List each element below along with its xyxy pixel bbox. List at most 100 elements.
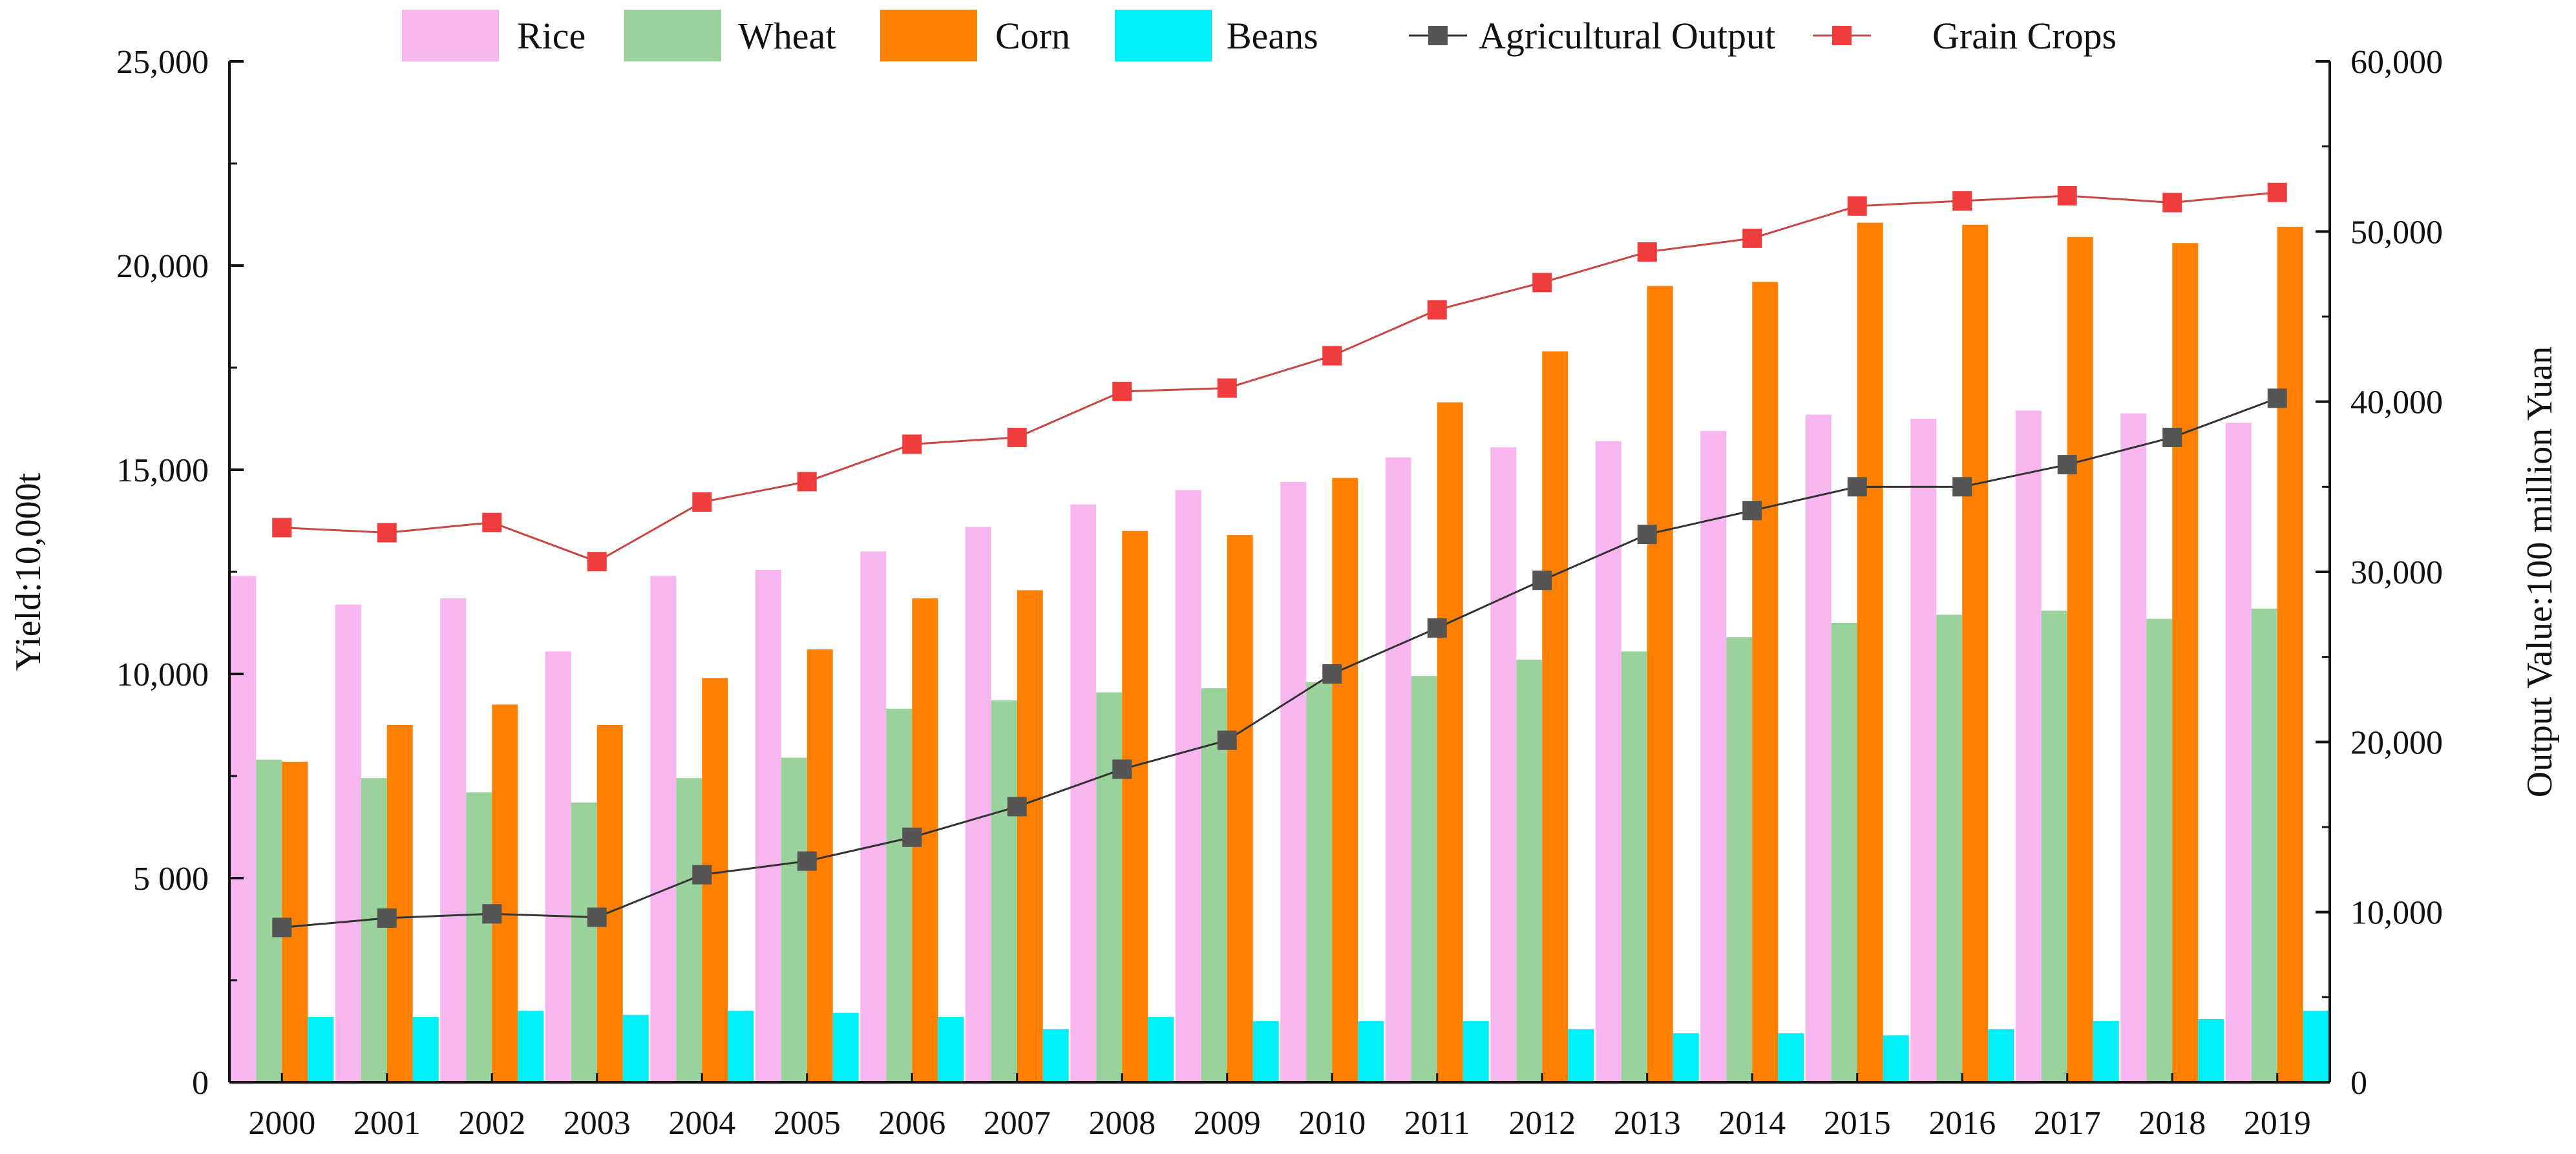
bar-corn-2017 bbox=[2067, 236, 2093, 1082]
y2-axis-title: Output Value:100 million Yuan bbox=[2520, 346, 2560, 797]
x-tick-label-2002: 2002 bbox=[458, 1105, 525, 1142]
point-agricultural-output-2008 bbox=[1112, 759, 1132, 779]
bar-corn-2012 bbox=[1542, 351, 1568, 1082]
x-tick-label-2017: 2017 bbox=[2034, 1105, 2101, 1142]
y2-tick-label-3: 30,000 bbox=[2350, 554, 2443, 591]
point-grain-crops-2012 bbox=[1532, 273, 1552, 293]
x-tick-label-2006: 2006 bbox=[878, 1105, 945, 1142]
point-grain-crops-2018 bbox=[2162, 193, 2182, 213]
bar-corn-2003 bbox=[596, 725, 623, 1082]
bar-wheat-2003 bbox=[571, 803, 597, 1082]
legend-swatch-rice bbox=[402, 10, 499, 61]
point-agricultural-output-2012 bbox=[1532, 571, 1552, 591]
point-agricultural-output-2018 bbox=[2162, 427, 2182, 447]
bar-corn-2007 bbox=[1017, 590, 1043, 1082]
x-tick-label-2011: 2011 bbox=[1404, 1105, 1470, 1142]
point-agricultural-output-2006 bbox=[902, 827, 922, 847]
point-grain-crops-2007 bbox=[1007, 427, 1027, 447]
legend-label-corn: Corn bbox=[995, 15, 1070, 57]
point-agricultural-output-2001 bbox=[377, 908, 397, 928]
point-grain-crops-2013 bbox=[1637, 242, 1657, 262]
bar-rice-2000 bbox=[230, 576, 257, 1082]
y-tick-label-2: 10,000 bbox=[116, 656, 209, 693]
bar-rice-2016 bbox=[1910, 419, 1937, 1082]
point-grain-crops-2009 bbox=[1217, 378, 1237, 398]
x-tick-label-2008: 2008 bbox=[1088, 1105, 1156, 1142]
point-agricultural-output-2010 bbox=[1322, 664, 1342, 684]
x-tick-label-2007: 2007 bbox=[984, 1105, 1051, 1142]
bar-wheat-2007 bbox=[991, 700, 1017, 1082]
legend-marker-grain-crops bbox=[1832, 26, 1852, 45]
legend-label-grain-crops: Grain Crops bbox=[1932, 15, 2117, 57]
bar-rice-2002 bbox=[440, 598, 467, 1082]
bar-rice-2010 bbox=[1280, 481, 1307, 1082]
legend-swatch-wheat bbox=[624, 10, 721, 61]
bar-beans-2008 bbox=[1148, 1016, 1174, 1082]
point-grain-crops-2014 bbox=[1742, 228, 1762, 248]
y-axis-title: Yield:10,000t bbox=[8, 472, 48, 671]
point-grain-crops-2010 bbox=[1322, 346, 1342, 366]
point-grain-crops-2001 bbox=[377, 523, 397, 543]
point-agricultural-output-2007 bbox=[1007, 797, 1027, 817]
point-agricultural-output-2015 bbox=[1847, 477, 1867, 497]
bar-corn-2015 bbox=[1857, 222, 1883, 1082]
point-agricultural-output-2004 bbox=[692, 865, 712, 885]
bar-wheat-2017 bbox=[2041, 611, 2067, 1082]
y-tick-label-3: 15,000 bbox=[116, 452, 209, 489]
bar-corn-2009 bbox=[1227, 535, 1253, 1082]
bar-corn-2011 bbox=[1437, 402, 1463, 1082]
bar-beans-2011 bbox=[1462, 1021, 1489, 1082]
y2-tick-label-5: 50,000 bbox=[2350, 214, 2443, 251]
bar-beans-2005 bbox=[832, 1012, 859, 1082]
x-tick-label-2012: 2012 bbox=[1508, 1105, 1576, 1142]
x-tick-label-2013: 2013 bbox=[1614, 1105, 1681, 1142]
bar-beans-2010 bbox=[1358, 1021, 1384, 1082]
bar-wheat-2005 bbox=[781, 757, 807, 1082]
bar-beans-2006 bbox=[938, 1016, 964, 1082]
bar-rice-2019 bbox=[2225, 423, 2252, 1082]
bar-wheat-2004 bbox=[676, 778, 702, 1082]
bar-wheat-2010 bbox=[1306, 682, 1333, 1082]
bar-wheat-2002 bbox=[466, 792, 492, 1082]
bar-beans-2017 bbox=[2093, 1021, 2119, 1082]
bar-wheat-2008 bbox=[1096, 692, 1123, 1082]
bar-corn-2019 bbox=[2277, 226, 2303, 1083]
bar-beans-2007 bbox=[1042, 1029, 1069, 1082]
point-grain-crops-2017 bbox=[2057, 186, 2077, 206]
point-grain-crops-2005 bbox=[797, 472, 817, 492]
bar-corn-2002 bbox=[492, 704, 518, 1082]
bar-beans-2012 bbox=[1568, 1029, 1594, 1082]
x-tick-label-2014: 2014 bbox=[1718, 1105, 1786, 1142]
y2-tick-label-1: 10,000 bbox=[2350, 895, 2443, 932]
x-tick-label-2003: 2003 bbox=[564, 1105, 631, 1142]
y2-tick-label-2: 20,000 bbox=[2350, 724, 2443, 761]
point-grain-crops-2004 bbox=[692, 492, 712, 512]
bar-rice-2009 bbox=[1175, 490, 1201, 1082]
x-tick-label-2018: 2018 bbox=[2138, 1105, 2206, 1142]
bar-rice-2017 bbox=[2015, 410, 2042, 1082]
bar-wheat-2006 bbox=[886, 708, 913, 1082]
point-agricultural-output-2009 bbox=[1217, 730, 1237, 750]
y-tick-label-5: 25,000 bbox=[116, 44, 209, 81]
bar-rice-2012 bbox=[1490, 447, 1517, 1082]
legend: Rice Wheat Corn Beans Agricultural Output Gra… bbox=[402, 10, 2117, 61]
bar-rice-2008 bbox=[1070, 504, 1097, 1082]
bar-rice-2015 bbox=[1805, 414, 1832, 1083]
bar-rice-2013 bbox=[1595, 441, 1621, 1082]
line-agricultural-output bbox=[282, 397, 2278, 928]
legend-swatch-beans bbox=[1115, 10, 1212, 61]
bar-rice-2006 bbox=[860, 551, 887, 1082]
point-agricultural-output-2003 bbox=[587, 907, 607, 927]
bar-corn-2014 bbox=[1752, 282, 1779, 1082]
bar-beans-2004 bbox=[728, 1011, 754, 1082]
x-tick-label-2000: 2000 bbox=[248, 1105, 315, 1142]
y2-tick-label-0: 0 bbox=[2350, 1065, 2367, 1102]
x-tick-label-2015: 2015 bbox=[1824, 1105, 1891, 1142]
point-grain-crops-2000 bbox=[272, 518, 292, 538]
point-grain-crops-2019 bbox=[2267, 182, 2287, 202]
bar-beans-2013 bbox=[1673, 1033, 1699, 1082]
x-tick-label-2016: 2016 bbox=[1928, 1105, 1996, 1142]
bar-beans-2009 bbox=[1252, 1021, 1279, 1082]
bar-wheat-2018 bbox=[2146, 618, 2173, 1082]
